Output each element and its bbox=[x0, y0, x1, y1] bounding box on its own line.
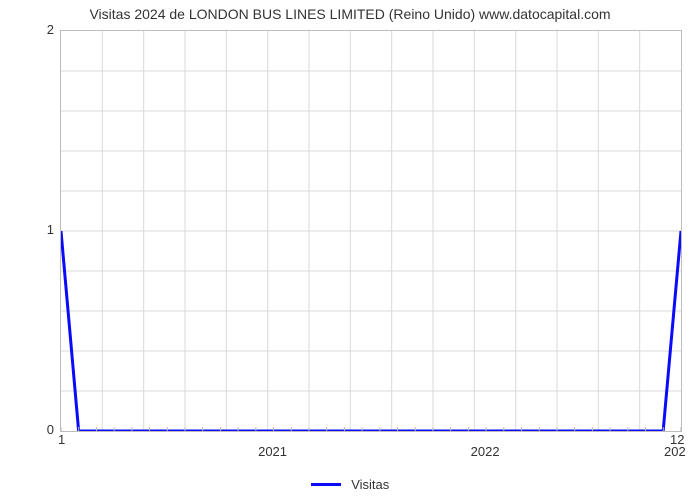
plot-svg bbox=[61, 31, 681, 431]
x-corner-left: 1 bbox=[58, 432, 65, 447]
legend: Visitas bbox=[0, 476, 700, 494]
chart-container: Visitas 2024 de LONDON BUS LINES LIMITED… bbox=[0, 0, 700, 500]
y-tick-label: 0 bbox=[24, 422, 54, 437]
y-tick-label: 2 bbox=[24, 22, 54, 37]
legend-swatch bbox=[311, 483, 341, 486]
x-tick-label: 2022 bbox=[471, 444, 500, 459]
x-corner-right-below: 202 bbox=[664, 444, 686, 459]
legend-label: Visitas bbox=[351, 477, 389, 492]
y-tick-label: 1 bbox=[24, 222, 54, 237]
chart-title: Visitas 2024 de LONDON BUS LINES LIMITED… bbox=[0, 6, 700, 22]
x-tick-label: 2021 bbox=[258, 444, 287, 459]
plot-area bbox=[60, 30, 682, 432]
